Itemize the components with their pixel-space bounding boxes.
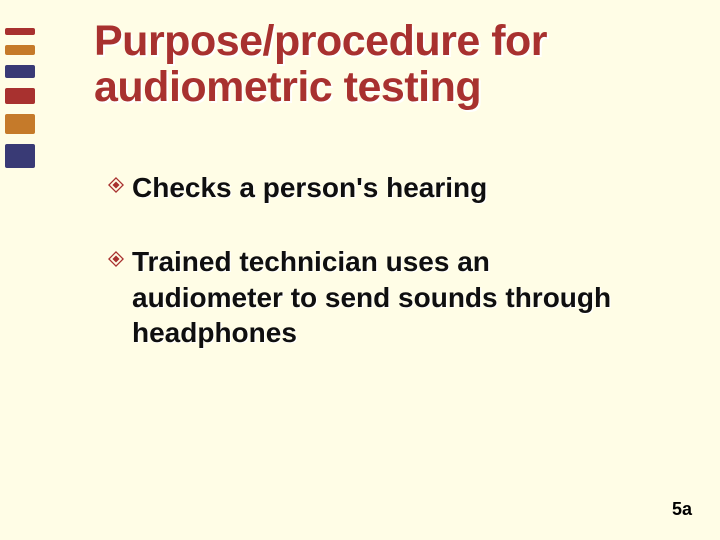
page-number: 5a <box>672 499 692 520</box>
stripe-1 <box>5 45 35 55</box>
bullet-list: Checks a person's hearing Trained techni… <box>108 170 648 389</box>
diamond-bullet-icon <box>108 251 126 273</box>
bullet-text: Trained technician uses an audiometer to… <box>132 244 648 351</box>
stripe-2 <box>5 65 35 78</box>
bullet-item: Trained technician uses an audiometer to… <box>108 244 648 351</box>
stripe-3 <box>5 88 35 104</box>
slide: Purpose/procedure for audiometric testin… <box>0 0 720 540</box>
diamond-bullet-icon <box>108 177 126 199</box>
stripe-5 <box>5 144 35 168</box>
slide-title: Purpose/procedure for audiometric testin… <box>94 18 654 111</box>
stripe-4 <box>5 114 35 134</box>
stripe-0 <box>5 28 35 35</box>
bullet-text: Checks a person's hearing <box>132 170 487 206</box>
sidebar-decoration <box>0 0 40 540</box>
bullet-item: Checks a person's hearing <box>108 170 648 206</box>
